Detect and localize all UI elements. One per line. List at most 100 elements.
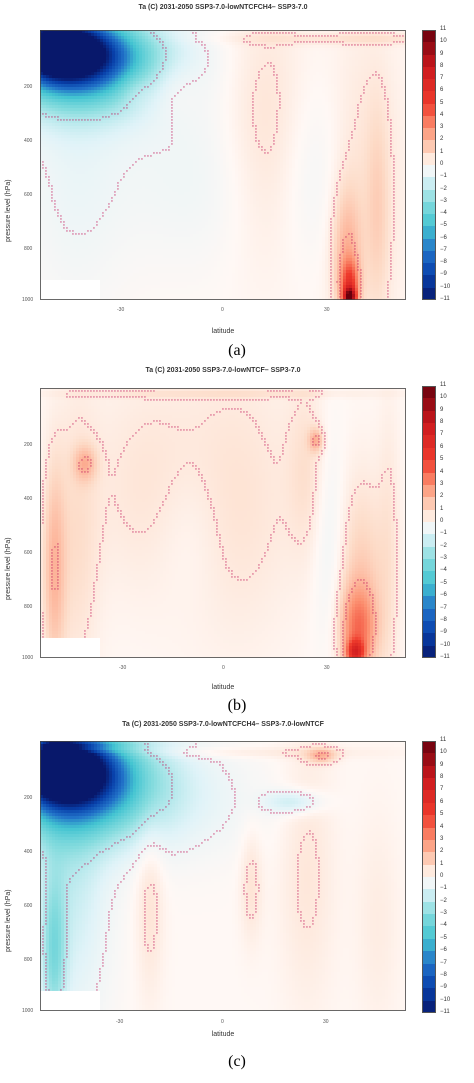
- heatmap-cell: [148, 135, 152, 139]
- heatmap-cell: [385, 33, 389, 37]
- heatmap-cell: [394, 69, 398, 73]
- heatmap-cell: [385, 126, 389, 130]
- heatmap-cell: [133, 132, 137, 136]
- heatmap-cell: [145, 57, 149, 61]
- heatmap-cell: [265, 114, 269, 118]
- heatmap-cell: [145, 93, 149, 97]
- heatmap-cell: [322, 63, 326, 67]
- heatmap-cell: [211, 90, 215, 94]
- heatmap-cell: [175, 33, 179, 37]
- heatmap-cell: [358, 45, 362, 49]
- heatmap-cell: [160, 123, 164, 127]
- heatmap-cell: [238, 147, 242, 151]
- heatmap-cell: [319, 108, 323, 112]
- heatmap-cell: [247, 42, 251, 46]
- heatmap-cell: [304, 48, 308, 52]
- heatmap-cell: [217, 105, 221, 109]
- heatmap-cell: [316, 144, 320, 148]
- heatmap-cell: [340, 120, 344, 124]
- heatmap-cell: [361, 129, 365, 133]
- heatmap-cell: [310, 57, 314, 61]
- heatmap-cell: [274, 57, 278, 61]
- heatmap-cell: [58, 108, 62, 112]
- heatmap-cell: [202, 120, 206, 124]
- heatmap-cell: [301, 30, 305, 34]
- heatmap-cell: [322, 129, 326, 133]
- heatmap-cell: [328, 96, 332, 100]
- heatmap-cell: [40, 132, 44, 136]
- heatmap-cell: [46, 87, 50, 91]
- heatmap-cell: [193, 66, 197, 70]
- heatmap-cell: [145, 42, 149, 46]
- heatmap-cell: [175, 108, 179, 112]
- heatmap-cell: [325, 123, 329, 127]
- heatmap-cell: [148, 120, 152, 124]
- heatmap-cell: [313, 96, 317, 100]
- heatmap-cell: [295, 129, 299, 133]
- heatmap-cell: [223, 147, 227, 151]
- heatmap-cell: [139, 144, 143, 148]
- heatmap-cell: [64, 45, 68, 49]
- heatmap-cell: [301, 99, 305, 103]
- heatmap-cell: [40, 72, 44, 76]
- heatmap-cell: [322, 45, 326, 49]
- heatmap-cell: [127, 126, 131, 130]
- heatmap-cell: [52, 78, 56, 82]
- heatmap-cell: [283, 135, 287, 139]
- heatmap-cell: [91, 39, 95, 43]
- heatmap-cell: [247, 123, 251, 127]
- heatmap-cell: [148, 105, 152, 109]
- heatmap-cell: [379, 72, 383, 76]
- heatmap-cell: [373, 45, 377, 49]
- heatmap-cell: [310, 99, 314, 103]
- heatmap-cell: [118, 66, 122, 70]
- heatmap-cell: [100, 66, 104, 70]
- heatmap-cell: [265, 141, 269, 145]
- heatmap-cell: [262, 87, 266, 91]
- heatmap-cell: [343, 66, 347, 70]
- heatmap-cell: [310, 36, 314, 40]
- heatmap-cell: [58, 69, 62, 73]
- heatmap-cell: [244, 36, 248, 40]
- heatmap-cell: [85, 135, 89, 139]
- heatmap-cell: [220, 147, 224, 151]
- heatmap-cell: [253, 69, 257, 73]
- heatmap-cell: [373, 144, 377, 148]
- heatmap-cell: [256, 99, 260, 103]
- heatmap-cell: [379, 114, 383, 118]
- heatmap-cell: [157, 63, 161, 67]
- heatmap-cell: [328, 66, 332, 70]
- heatmap-cell: [157, 81, 161, 85]
- heatmap-cell: [385, 87, 389, 91]
- heatmap-cell: [268, 105, 272, 109]
- heatmap-cell: [64, 105, 68, 109]
- heatmap-cell: [358, 69, 362, 73]
- heatmap-cell: [112, 105, 116, 109]
- heatmap-cell: [256, 105, 260, 109]
- heatmap-cell: [112, 30, 116, 34]
- heatmap-cell: [307, 72, 311, 76]
- heatmap-cell: [352, 96, 356, 100]
- heatmap-cell: [304, 114, 308, 118]
- heatmap-cell: [196, 129, 200, 133]
- heatmap-cell: [235, 78, 239, 82]
- heatmap-cell: [328, 33, 332, 37]
- heatmap-cell: [259, 150, 263, 154]
- heatmap-cell: [280, 81, 284, 85]
- heatmap-cell: [388, 75, 392, 79]
- heatmap-cell: [109, 129, 113, 133]
- heatmap-cell: [136, 60, 140, 64]
- heatmap-cell: [220, 51, 224, 55]
- heatmap-cell: [127, 114, 131, 118]
- heatmap-cell: [181, 114, 185, 118]
- heatmap-cell: [196, 60, 200, 64]
- heatmap-cell: [397, 120, 401, 124]
- heatmap-cell: [103, 126, 107, 130]
- heatmap-cell: [217, 78, 221, 82]
- heatmap-cell: [148, 60, 152, 64]
- heatmap-cell: [394, 75, 398, 79]
- heatmap-cell: [106, 78, 110, 82]
- heatmap-cell: [157, 123, 161, 127]
- heatmap-cell: [115, 60, 119, 64]
- heatmap-cell: [346, 126, 350, 130]
